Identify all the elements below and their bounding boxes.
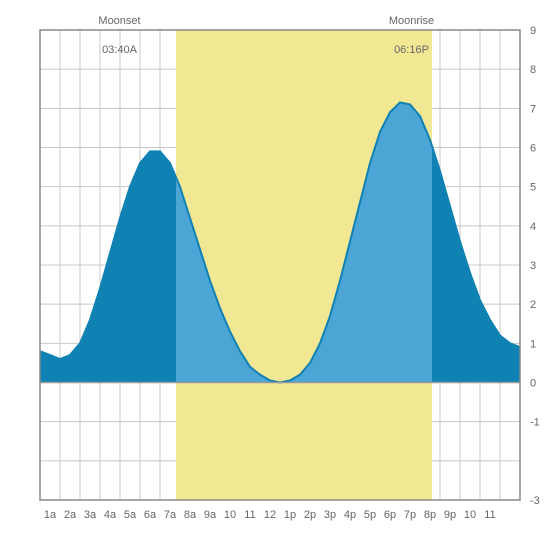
svg-text:9: 9 — [530, 25, 536, 37]
svg-text:7a: 7a — [164, 509, 177, 521]
svg-text:2a: 2a — [64, 509, 77, 521]
svg-text:3a: 3a — [84, 509, 97, 521]
moonset-time: 03:40A — [102, 44, 137, 56]
svg-text:4p: 4p — [344, 509, 356, 521]
svg-text:5: 5 — [530, 182, 536, 194]
svg-text:6a: 6a — [144, 509, 157, 521]
svg-text:-3: -3 — [530, 495, 540, 507]
svg-text:0: 0 — [530, 378, 536, 390]
svg-text:11: 11 — [484, 509, 495, 521]
svg-text:9a: 9a — [204, 509, 217, 521]
svg-text:1: 1 — [530, 338, 536, 350]
moonrise-time: 06:16P — [394, 44, 429, 56]
svg-text:12: 12 — [264, 509, 276, 521]
moonset-label: Moonset — [98, 15, 140, 27]
svg-text:8p: 8p — [424, 509, 436, 521]
svg-text:2: 2 — [530, 299, 536, 311]
svg-text:5a: 5a — [124, 509, 137, 521]
chart-svg: 1a2a3a4a5a6a7a8a9a1011121p2p3p4p5p6p7p8p… — [0, 0, 550, 550]
tide-chart: 1a2a3a4a5a6a7a8a9a1011121p2p3p4p5p6p7p8p… — [0, 0, 550, 550]
moonrise-label: Moonrise — [389, 15, 434, 27]
moonrise-annotation: Moonrise 06:16P — [375, 0, 435, 71]
svg-text:11: 11 — [244, 509, 255, 521]
svg-text:1p: 1p — [284, 509, 296, 521]
svg-text:6p: 6p — [384, 509, 396, 521]
svg-text:1a: 1a — [44, 509, 57, 521]
svg-text:3: 3 — [530, 260, 536, 272]
svg-text:10: 10 — [464, 509, 476, 521]
svg-text:-1: -1 — [530, 417, 540, 429]
svg-text:5p: 5p — [364, 509, 376, 521]
svg-text:3p: 3p — [324, 509, 336, 521]
svg-text:8: 8 — [530, 64, 536, 76]
svg-text:10: 10 — [224, 509, 236, 521]
svg-text:2p: 2p — [304, 509, 316, 521]
svg-text:4a: 4a — [104, 509, 117, 521]
svg-text:7p: 7p — [404, 509, 416, 521]
svg-text:6: 6 — [530, 143, 536, 155]
svg-text:8a: 8a — [184, 509, 197, 521]
moonset-annotation: Moonset 03:40A — [83, 0, 143, 71]
svg-text:7: 7 — [530, 103, 536, 115]
svg-text:4: 4 — [530, 221, 536, 233]
svg-text:9p: 9p — [444, 509, 456, 521]
